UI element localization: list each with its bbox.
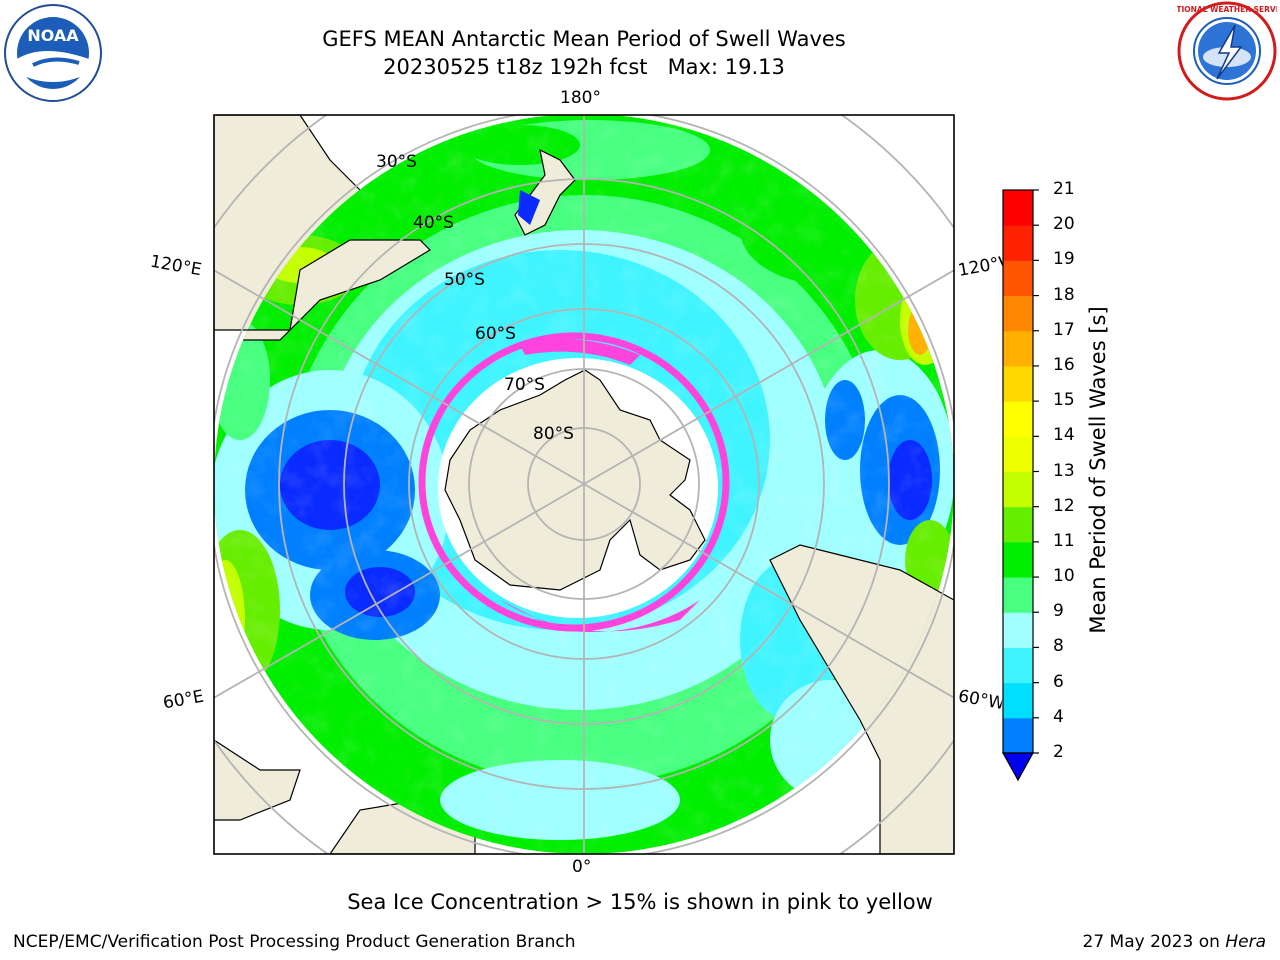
lon-label-0: 0° (572, 857, 592, 877)
colorbar-tick-label: 10 (1053, 566, 1075, 587)
colorbar-tick-label: 19 (1053, 249, 1075, 270)
colorbar-tick-label: 14 (1053, 425, 1075, 446)
map-frame (213, 114, 955, 855)
lat-label-60s: 60°S (475, 324, 516, 344)
colorbar-tick-label: 13 (1053, 460, 1075, 481)
colorbar-tick-label: 9 (1053, 601, 1064, 622)
colorbar-tick-label: 8 (1053, 636, 1064, 657)
antarctica (444, 369, 706, 591)
colorbar-segment (1003, 365, 1033, 402)
colorbar-tick-label: 18 (1053, 284, 1075, 305)
colorbar-extend-arrow (1001, 752, 1035, 782)
credit-text: NCEP/EMC/Verification Post Processing Pr… (13, 932, 576, 952)
colorbar-segment (1003, 541, 1033, 578)
colorbar-tick-label: 20 (1053, 214, 1075, 235)
colorbar-tick-label: 11 (1053, 530, 1075, 551)
noaa-logo-text: NOAA (27, 26, 79, 45)
sea-ice-note: Sea Ice Concentration > 15% is shown in … (347, 890, 933, 914)
colorbar (1001, 189, 1039, 782)
colorbar-tick-label: 16 (1053, 354, 1075, 375)
nws-logo-icon: NATIONAL WEATHER SERVICE (1177, 1, 1277, 101)
colorbar-tick-label: 4 (1053, 706, 1064, 727)
chart-title: GEFS MEAN Antarctic Mean Period of Swell… (322, 27, 846, 51)
colorbar-segment (1003, 647, 1033, 684)
colorbar-segment (1003, 190, 1033, 226)
colorbar-segment (1003, 401, 1033, 437)
lat-label-50s: 50°S (444, 270, 485, 290)
date-label: 27 May 2023 on (1082, 932, 1226, 952)
lat-label-70s: 70°S (504, 375, 545, 395)
colorbar-tick-label: 15 (1053, 390, 1075, 411)
chart-subtitle: 20230525 t18z 192h fcst Max: 19.13 (383, 55, 785, 79)
colorbar-tick-label: 6 (1053, 671, 1064, 692)
date-text: 27 May 2023 on Hera (1083, 932, 1267, 952)
colorbar-segment (1003, 225, 1033, 261)
colorbar-segment (1003, 612, 1033, 648)
colorbar-segment (1003, 717, 1033, 754)
colorbar-segment (1003, 436, 1033, 472)
lat-label-30s: 30°S (376, 152, 417, 172)
lon-label-180: 180° (560, 88, 601, 108)
nws-logo-text: NATIONAL WEATHER SERVICE (1177, 5, 1277, 14)
colorbar-tick-label: 21 (1053, 179, 1075, 199)
colorbar-segment (1003, 295, 1033, 332)
noaa-logo-icon: NOAA (4, 4, 102, 102)
colorbar-segment (1003, 506, 1033, 543)
host-name: Hera (1225, 932, 1266, 952)
colorbar-segment (1003, 471, 1033, 508)
colorbar-segment (1003, 260, 1033, 297)
graticule (214, 115, 954, 854)
colorbar-label: Mean Period of Swell Waves [s] (1086, 306, 1110, 634)
lat-label-80s: 80°S (533, 424, 574, 444)
colorbar-tick-label: 17 (1053, 319, 1075, 340)
colorbar-segment (1003, 577, 1033, 613)
lat-label-40s: 40°S (413, 213, 454, 233)
colorbar-segment (1003, 682, 1033, 719)
colorbar-tick-label: 12 (1053, 495, 1075, 516)
colorbar-tick-label: 2 (1053, 742, 1064, 762)
colorbar-segment (1003, 330, 1033, 367)
